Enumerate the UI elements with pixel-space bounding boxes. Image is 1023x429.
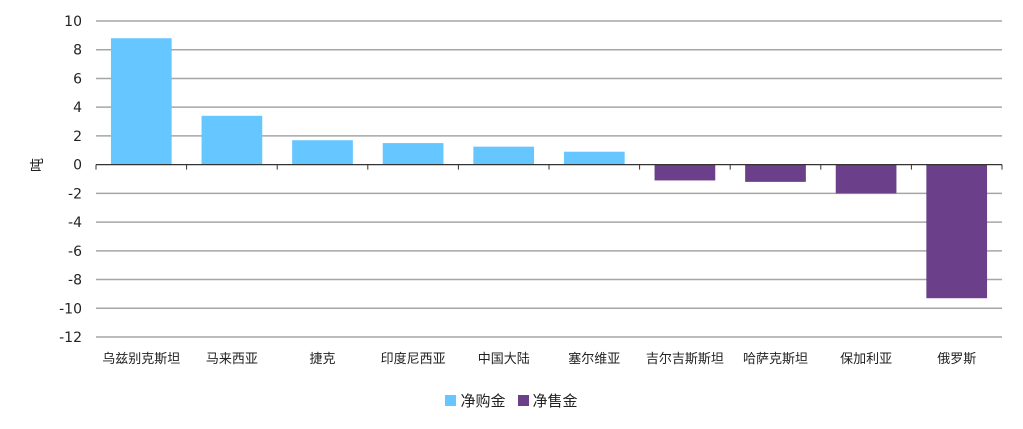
y-tick-label: -12	[59, 330, 82, 346]
bar	[745, 164, 806, 182]
x-axis	[95, 164, 1003, 170]
x-category-label: 乌兹别克斯坦	[102, 351, 180, 367]
bar	[835, 164, 897, 194]
x-category-label: 马来西亚	[206, 352, 258, 367]
y-tick-label: 6	[73, 71, 82, 87]
bar	[654, 164, 716, 181]
bar	[926, 164, 988, 299]
legend-label: 净售金	[532, 392, 578, 410]
x-category-label: 保加利亚	[840, 352, 892, 367]
x-category-label: 塞尔维亚	[568, 351, 620, 367]
legend-swatch-icon	[517, 395, 529, 406]
legend-item-net-sale: 净售金	[517, 390, 578, 411]
x-axis-labels: 乌兹别克斯坦 马来西亚 捷克 印度尼西亚 中国大陆 塞尔维亚 吉尔吉斯斯坦 哈萨克斯坦 保加利亚…	[102, 351, 976, 367]
y-tick-label: -2	[68, 186, 82, 202]
x-category-label: 俄罗斯	[937, 352, 976, 367]
y-tick-label: 10	[64, 14, 82, 30]
x-category-label: 吉尔吉斯斯坦	[646, 352, 724, 367]
y-tick-label: -6	[68, 244, 82, 260]
y-tick-label: 0	[73, 158, 82, 174]
legend-swatch-icon	[445, 395, 457, 406]
y-tick-label: 2	[73, 129, 82, 145]
legend: 净购金 净售金	[0, 390, 1023, 411]
bar	[563, 151, 625, 165]
y-axis-label: 吨	[30, 158, 46, 172]
legend-label: 净购金	[460, 392, 506, 410]
x-category-label: 捷克	[309, 352, 335, 367]
gridlines	[96, 20, 1002, 338]
x-category-label: 印度尼西亚	[381, 351, 446, 367]
bar	[110, 38, 172, 165]
legend-item-net-purchase: 净购金	[445, 390, 506, 411]
bar	[292, 140, 353, 165]
bar	[473, 146, 535, 165]
y-tick-label: 8	[73, 43, 82, 59]
y-tick-label: -8	[68, 273, 82, 289]
y-tick-label: -10	[59, 301, 82, 317]
bar	[201, 115, 263, 165]
x-category-label: 哈萨克斯坦	[743, 352, 808, 367]
y-axis-ticks: 10 8 6 4 2 0 -2 -4 -6 -8 -10 -12	[59, 14, 82, 346]
bar	[382, 143, 444, 165]
bars	[110, 38, 988, 299]
y-tick-label: -4	[68, 215, 82, 231]
y-tick-label: 4	[73, 100, 82, 116]
x-category-label: 中国大陆	[478, 351, 530, 367]
